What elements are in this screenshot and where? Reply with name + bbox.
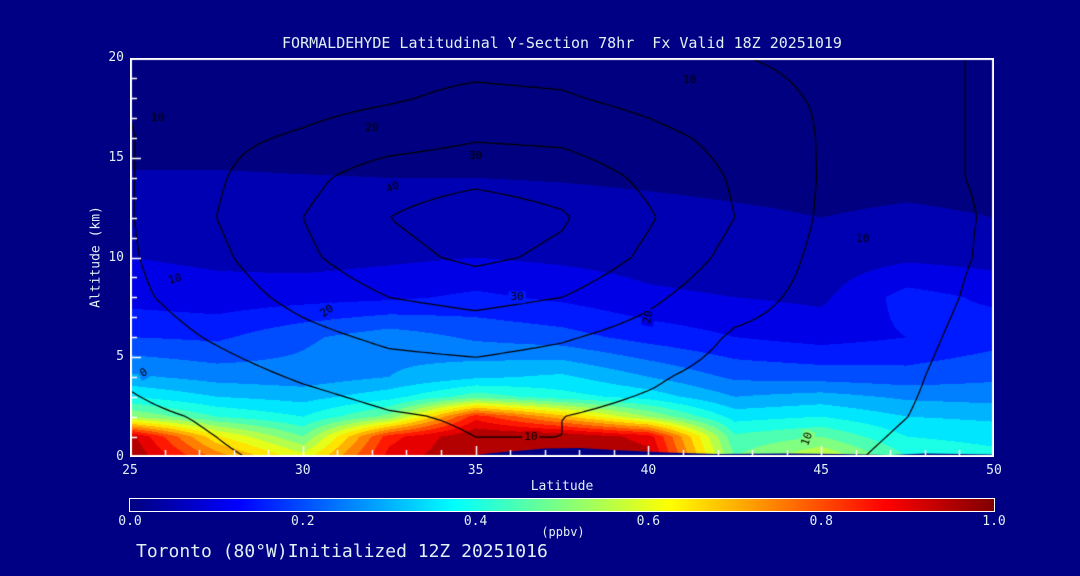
contour-plot-canvas [130,58,994,457]
x-tick-label: 35 [467,463,484,478]
y-tick-label: 5 [116,349,124,365]
colorbar-tick-label: 0.6 [636,514,661,529]
chart-title: FORMALDEHYDE Latitudinal Y-Section 78hr … [282,34,842,52]
x-tick-label: 40 [640,463,657,478]
colorbar-tick-label: 0.2 [291,514,315,529]
y-tick-label: 20 [108,50,124,65]
y-tick-label: 0 [116,449,124,464]
x-axis-label: Latitude [530,479,594,494]
colorbar-tick-label: 1.0 [982,514,1006,529]
x-tick-label: 30 [294,463,311,478]
x-tick-label: 45 [813,463,830,478]
colorbar-tick-label: 0.0 [118,514,142,529]
model-init-label: Toronto (80°W)Initialized 12Z 20251016 [136,541,548,562]
colorbar-canvas [130,499,994,511]
colorbar-tick-label: 0.8 [809,514,833,529]
y-tick-label: 15 [108,149,124,165]
y-tick-label: 10 [108,249,124,265]
colorbar-unit-label: (ppbv) [541,525,585,539]
colorbar-tick-label: 0.4 [463,514,488,529]
x-tick-label: 25 [122,463,138,478]
colorbar [129,498,995,512]
x-tick-label: 50 [986,463,1002,478]
